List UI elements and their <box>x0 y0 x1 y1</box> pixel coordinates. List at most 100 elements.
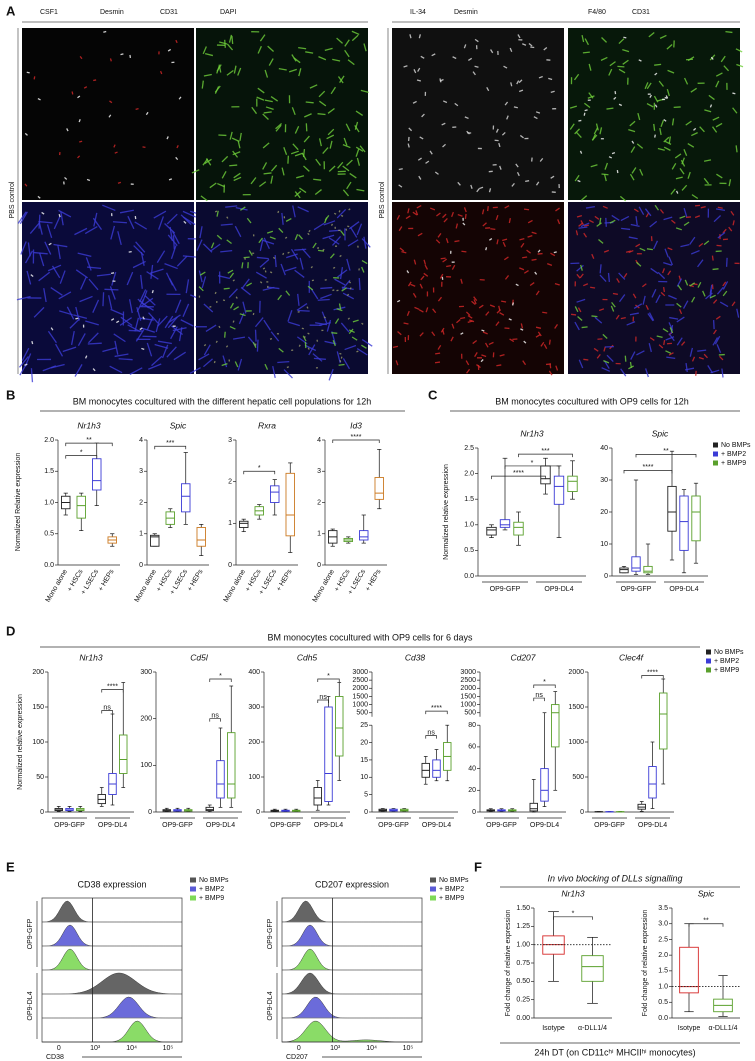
box <box>239 520 249 528</box>
stain <box>267 45 275 53</box>
x-tick-label: + HEPs <box>98 568 116 593</box>
stain <box>93 212 98 227</box>
stain <box>209 182 217 189</box>
stain <box>553 251 557 254</box>
stain <box>286 366 289 369</box>
stain <box>639 247 646 252</box>
stain <box>347 59 355 66</box>
stain <box>361 322 364 325</box>
stain <box>683 149 688 156</box>
stain <box>503 256 509 261</box>
stain <box>297 293 300 306</box>
stain <box>646 103 654 108</box>
stain <box>119 209 134 214</box>
stain <box>527 234 533 238</box>
stain <box>222 299 226 302</box>
y-tick-label: 100 <box>32 739 44 746</box>
stain <box>525 180 530 182</box>
stain <box>716 286 724 295</box>
significance-bracket <box>425 735 437 739</box>
significance-label: ns <box>319 694 327 701</box>
stain <box>263 319 271 331</box>
stain <box>176 145 179 149</box>
stain <box>424 264 429 270</box>
significance-label: * <box>219 673 222 680</box>
plot-title: Spic <box>170 420 187 430</box>
stain <box>412 211 418 216</box>
stain <box>127 215 135 230</box>
stain <box>603 360 610 364</box>
stain <box>633 208 639 213</box>
stain <box>305 101 314 104</box>
stain <box>418 309 424 313</box>
y-tick-label: 1500 <box>568 704 584 711</box>
stain <box>92 217 103 230</box>
stain <box>649 220 658 228</box>
stain <box>75 306 80 321</box>
stain <box>669 327 674 334</box>
legend-swatch <box>430 895 436 901</box>
stain <box>346 181 352 190</box>
histogram <box>281 924 422 947</box>
stain <box>223 287 230 290</box>
stain <box>254 343 257 346</box>
stain <box>237 358 243 371</box>
y-tick-label: 200 <box>248 739 260 746</box>
y-tick-label: 1.0 <box>464 522 474 529</box>
plot-title: Spic <box>652 428 669 438</box>
stain <box>474 65 479 68</box>
stain <box>654 204 660 211</box>
significance-bracket <box>635 454 697 458</box>
stain <box>398 184 403 188</box>
stain <box>199 226 203 239</box>
stain <box>705 292 713 300</box>
stain <box>348 208 351 211</box>
y-tick-label: 1000 <box>460 701 476 708</box>
stain <box>322 147 329 154</box>
stain <box>663 146 671 151</box>
stain <box>75 269 89 279</box>
stain <box>297 206 309 213</box>
stain <box>235 296 238 299</box>
y-tick-label: 3000 <box>460 669 476 676</box>
stain <box>657 271 666 280</box>
stain <box>96 273 111 277</box>
y-tick-label: 0 <box>256 809 260 816</box>
y-tick-label: 2000 <box>568 669 584 676</box>
stain <box>649 94 652 98</box>
stain <box>268 58 274 66</box>
stain <box>608 68 613 76</box>
stain <box>504 205 510 209</box>
stain <box>356 348 368 356</box>
stain <box>596 353 601 359</box>
x-tick-label: Mono alone <box>134 568 158 603</box>
stain <box>257 45 262 54</box>
stain <box>275 123 283 130</box>
stain <box>351 336 358 341</box>
stain <box>331 236 342 246</box>
stain <box>413 259 417 265</box>
x-tick-label: α-DLL1/4 <box>578 1025 607 1032</box>
stain <box>275 124 282 132</box>
stain <box>59 270 66 284</box>
stain <box>610 305 615 312</box>
stain <box>330 86 337 95</box>
stain <box>168 314 181 323</box>
stain <box>262 142 270 149</box>
stain <box>683 221 690 226</box>
stain <box>722 228 727 234</box>
stain <box>523 340 527 344</box>
y-tick-label: 1.5 <box>658 968 668 975</box>
stain <box>732 107 738 114</box>
y-tick-label: 10 <box>360 774 368 781</box>
stain <box>292 143 299 151</box>
stain <box>284 266 297 272</box>
stain <box>419 332 424 337</box>
y-tick-label: 100 <box>140 762 152 769</box>
stain <box>457 181 461 186</box>
stain <box>442 258 448 263</box>
stain <box>150 264 154 279</box>
stain <box>639 168 644 176</box>
stain <box>171 325 183 335</box>
stain <box>527 219 533 224</box>
